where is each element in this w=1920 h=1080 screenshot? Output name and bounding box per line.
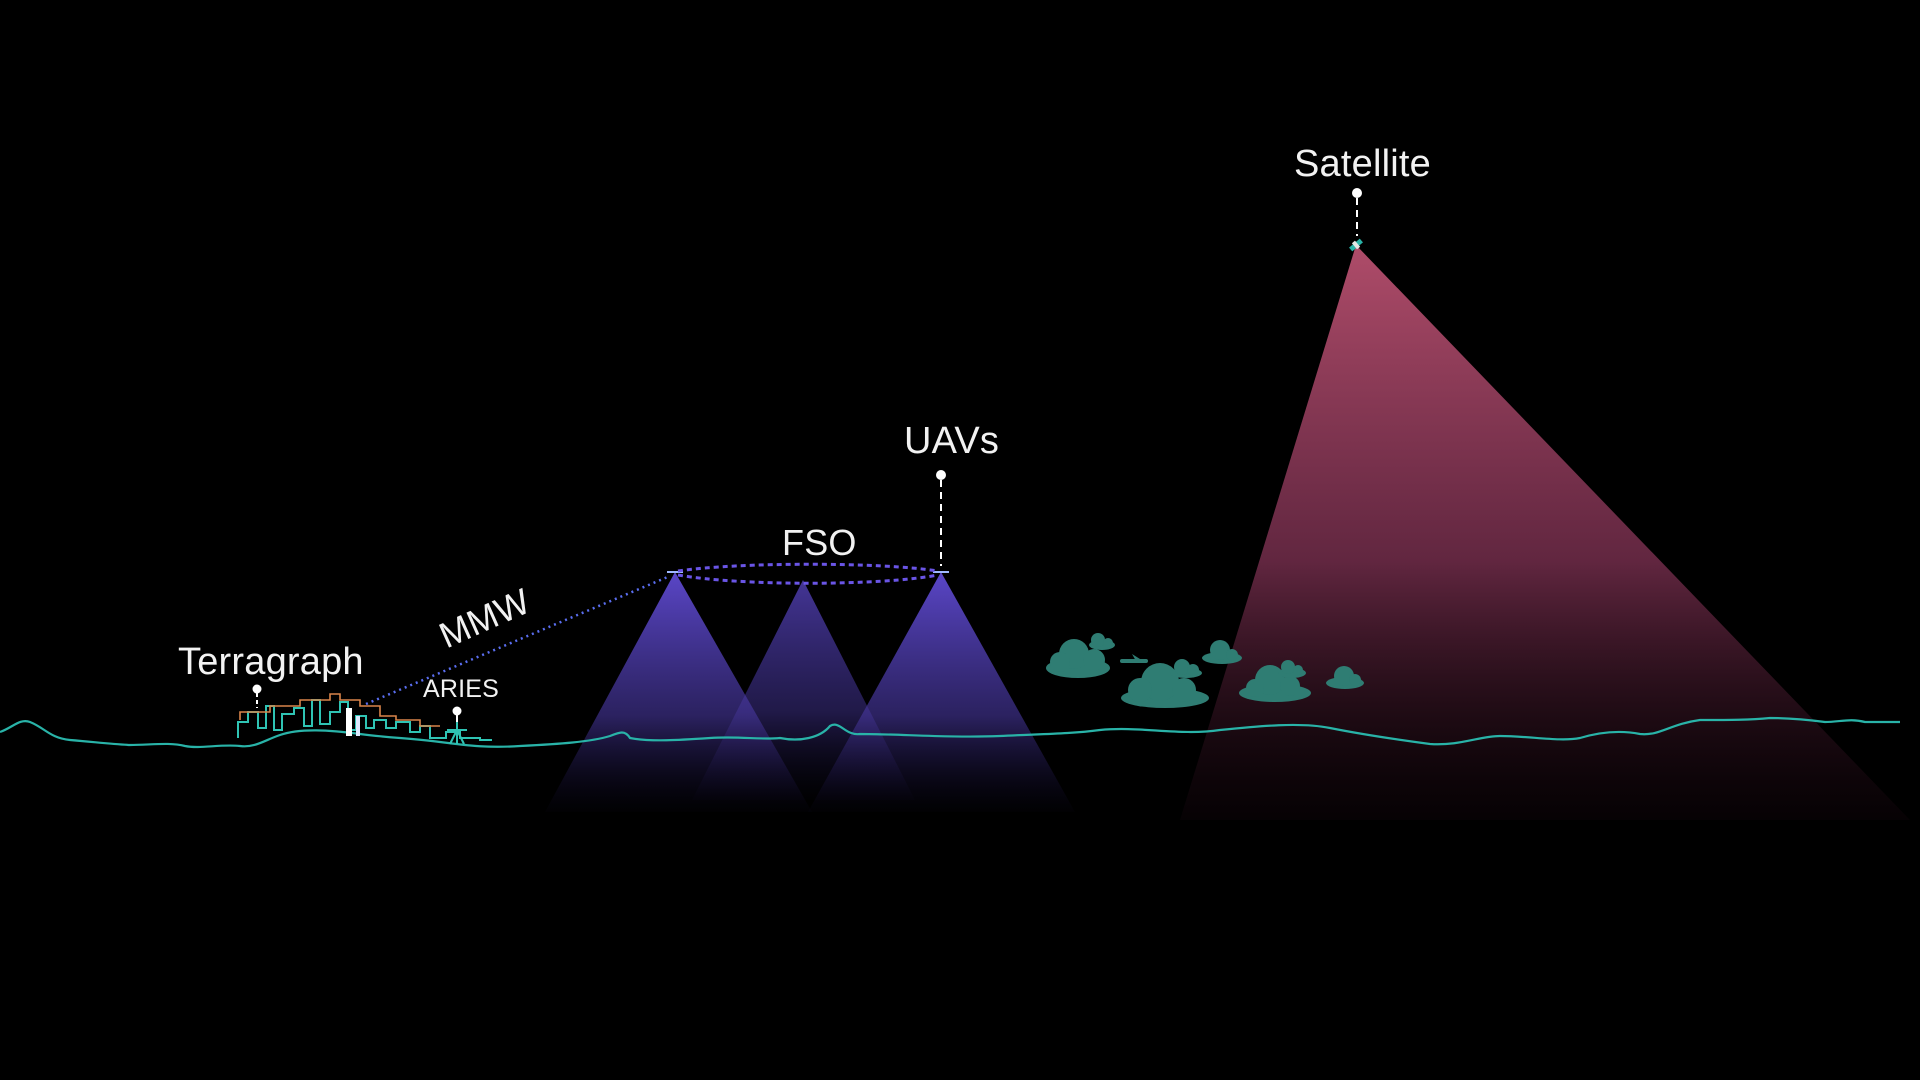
cloud-icon: [1046, 639, 1110, 678]
cloud-icon: [1170, 659, 1202, 678]
fso-link: [677, 562, 939, 585]
cloud-icon: [1278, 660, 1306, 678]
satellite-icon: [1349, 238, 1363, 252]
ground-line: [0, 716, 1900, 749]
cloud-icon: [1089, 633, 1115, 650]
fso-label: FSO: [782, 522, 857, 563]
terragraph-tower-base: [356, 716, 360, 736]
uavs-pin: [936, 470, 946, 566]
cloud-icon: [1239, 665, 1311, 702]
satellite-pin: [1352, 188, 1362, 236]
satellite-beam: [1180, 245, 1910, 820]
city-roofline: [239, 693, 440, 727]
cloud-icon: [1326, 666, 1364, 689]
mmw-link: [365, 574, 671, 706]
cloud-icon: [1202, 640, 1242, 664]
airplane-icon: [1120, 654, 1148, 663]
cloud-icon: [1121, 663, 1209, 708]
terragraph-tower: [346, 708, 352, 736]
uavs-label: UAVs: [904, 420, 1000, 462]
uav-beam-right: [808, 572, 1075, 812]
aries-label: ARIES: [423, 675, 500, 703]
satellite-label: Satellite: [1294, 143, 1431, 185]
terragraph-label: Terragraph: [178, 641, 364, 683]
aries-tower-icon: [447, 720, 467, 745]
terragraph-pin: [252, 684, 262, 708]
aries-pin: [452, 706, 462, 722]
